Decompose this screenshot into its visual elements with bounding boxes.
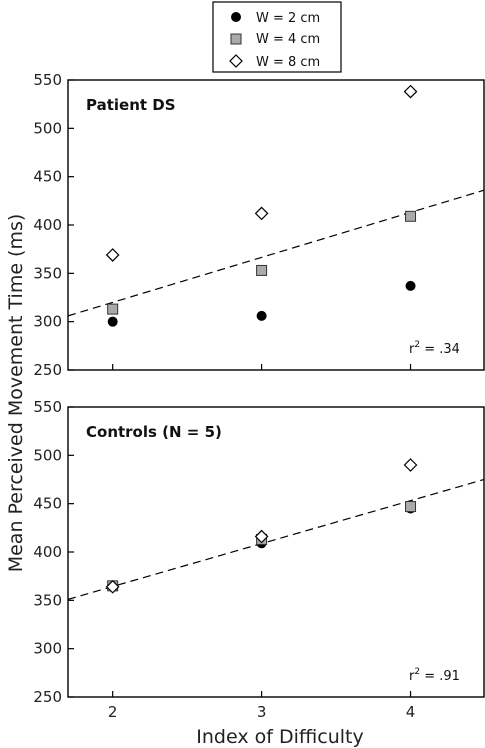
y-tick-label: 450 <box>33 168 62 186</box>
data-point-w8 <box>254 529 269 544</box>
x-tick-label: 2 <box>108 703 118 721</box>
r-squared-label: r2 = .91 <box>409 667 460 684</box>
y-tick-label: 400 <box>33 216 62 234</box>
y-axis-title: Mean Perceived Movement Time (ms) <box>5 214 27 573</box>
y-tick-label: 350 <box>33 591 62 609</box>
legend-square-marker <box>230 33 242 45</box>
data-point-w8 <box>105 579 120 594</box>
panel-title: Controls (N = 5) <box>86 423 222 441</box>
data-point-w8 <box>105 248 120 262</box>
legend-label-w4: W = 4 cm <box>256 32 320 47</box>
data-point-w2 <box>107 316 118 327</box>
data-point-w2 <box>256 310 267 321</box>
y-tick-label: 400 <box>33 543 62 561</box>
panel-patient-ds: 250 300 350 400 450 500 550 Patient DS r2 = .34 <box>33 71 485 379</box>
r-squared-symbol: r <box>409 669 415 684</box>
r-squared-exponent: 2 <box>414 667 420 677</box>
r-squared-exponent: 2 <box>414 340 420 350</box>
y-tick-label: 250 <box>33 361 62 379</box>
y-tick-label: 300 <box>33 640 62 658</box>
data-point-w4 <box>256 264 268 276</box>
plot-frame <box>67 79 485 371</box>
data-point-w8 <box>403 458 418 472</box>
x-tick-label: 3 <box>257 703 267 721</box>
data-point-w2 <box>405 280 416 291</box>
legend-label-w2: W = 2 cm <box>256 11 320 26</box>
y-tick-label: 550 <box>33 71 62 89</box>
r-squared-value: = .34 <box>420 342 460 357</box>
plot-frame <box>67 406 485 698</box>
regression-line <box>67 478 485 600</box>
x-tick-label: 4 <box>406 703 416 721</box>
r-squared-symbol: r <box>409 342 415 357</box>
legend-diamond-marker <box>229 54 243 68</box>
y-tick-label: 500 <box>33 119 62 137</box>
y-tick-label: 300 <box>33 313 62 331</box>
x-axis-title: Index of Difficulty <box>196 726 363 748</box>
data-point-w4 <box>107 303 119 315</box>
y-tick-label: 550 <box>33 398 62 416</box>
legend-circle-marker <box>231 12 241 22</box>
legend: W = 2 cm W = 4 cm W = 8 cm <box>212 1 342 73</box>
r-squared-value: = .91 <box>420 669 460 684</box>
data-point-w8 <box>254 206 269 221</box>
data-point-w8 <box>403 84 418 99</box>
r-squared-label: r2 = .34 <box>409 340 460 357</box>
y-tick-label: 500 <box>33 446 62 464</box>
y-tick-label: 250 <box>33 688 62 706</box>
panel-title: Patient DS <box>86 96 176 114</box>
data-point-w4 <box>405 501 417 513</box>
y-tick-label: 450 <box>33 495 62 513</box>
panel-controls: 250 300 350 400 450 500 550 2 3 4 Controls (N = 5)… <box>33 398 485 721</box>
legend-label-w8: W = 8 cm <box>256 55 320 70</box>
y-tick-label: 350 <box>33 264 62 282</box>
data-point-w4 <box>405 210 417 222</box>
regression-line <box>67 189 485 317</box>
